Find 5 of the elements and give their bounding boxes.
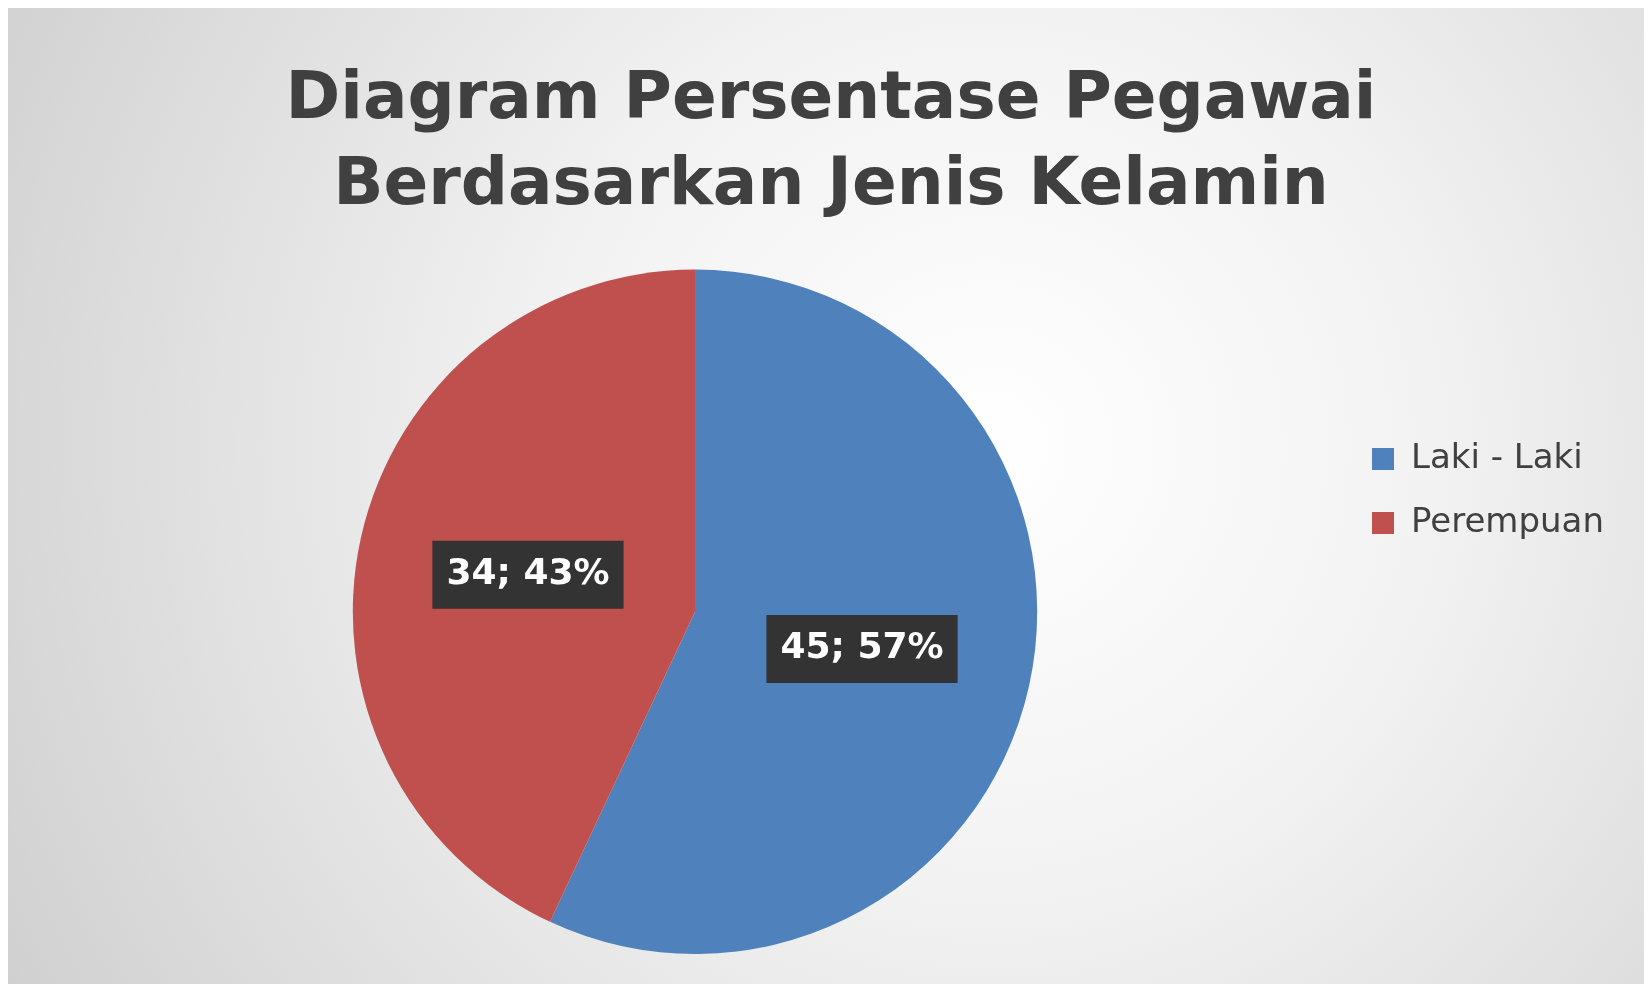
- legend-label: Perempuan: [1411, 499, 1605, 540]
- data-label: 45; 57%: [780, 625, 944, 667]
- legend-label: Laki - Laki: [1411, 435, 1583, 476]
- data-label: 34; 43%: [446, 551, 610, 593]
- chart-title: Diagram Persentase Pegawai Berdasarkan Jenis Kelamin: [285, 57, 1377, 220]
